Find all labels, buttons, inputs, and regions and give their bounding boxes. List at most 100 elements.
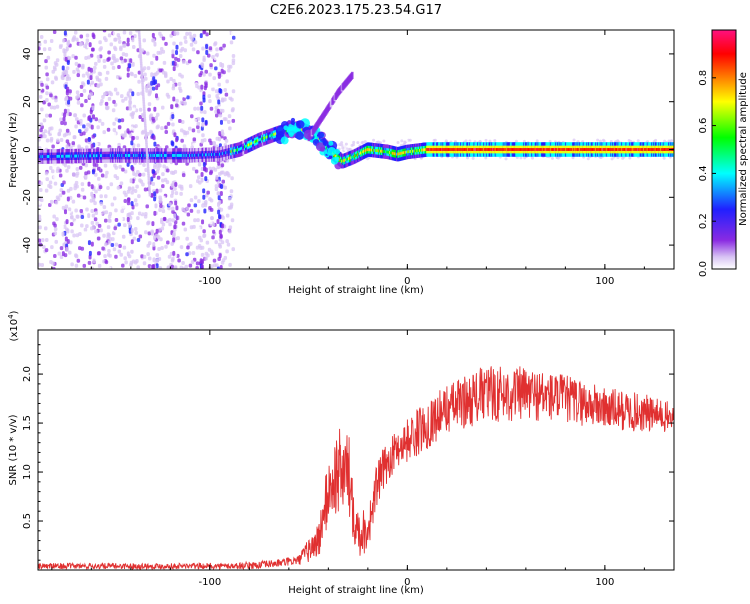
heatmap-cell	[142, 261, 147, 266]
heatmap-cell	[117, 222, 121, 227]
heatmap-cell	[164, 244, 168, 249]
heatmap-cell	[196, 116, 201, 121]
heatmap-cell	[72, 69, 76, 74]
heatmap-cell	[432, 138, 436, 142]
heatmap-cell	[550, 156, 554, 160]
heatmap-cell	[155, 258, 159, 263]
heatmap-cell	[91, 134, 96, 139]
heatmap-cell	[408, 138, 412, 142]
heatmap-cell	[67, 39, 71, 45]
heatmap-cell	[224, 92, 229, 97]
heatmap-cell	[212, 229, 216, 234]
heatmap-cell	[96, 236, 101, 241]
heatmap-cell	[66, 86, 70, 92]
heatmap-cell	[75, 117, 79, 122]
heatmap-cell	[221, 215, 225, 220]
heatmap-cell	[103, 254, 107, 259]
heatmap-cell	[153, 196, 157, 202]
heatmap-cell	[54, 200, 59, 205]
heatmap-cell	[396, 140, 400, 144]
snr-y-label: SNR (10 * v/v)	[8, 414, 19, 485]
heatmap-cell	[39, 181, 43, 186]
heatmap-cell	[126, 161, 130, 167]
heatmap-cell	[158, 195, 162, 200]
heatmap-cell	[208, 197, 212, 202]
heatmap-cell	[78, 246, 82, 251]
heatmap-cell	[58, 128, 62, 133]
heatmap-cell	[169, 76, 173, 81]
heatmap-cell	[70, 229, 74, 234]
heatmap-cell	[174, 56, 178, 61]
heatmap-cell	[152, 257, 156, 263]
heatmap-cell	[228, 262, 232, 267]
heatmap-cell	[40, 206, 44, 211]
heatmap-cell	[183, 227, 188, 232]
heatmap-cell	[219, 233, 223, 239]
heatmap-cell	[327, 147, 337, 156]
heatmap-cell	[219, 119, 223, 125]
heatmap-cell	[145, 51, 150, 56]
heatmap-cell	[131, 91, 135, 97]
heatmap-cell	[171, 49, 175, 55]
heatmap-cell	[208, 171, 213, 176]
heatmap-cell	[145, 145, 148, 149]
heatmap-cell	[219, 207, 224, 212]
heatmap-cell	[186, 245, 190, 250]
heatmap-cell	[64, 95, 68, 101]
heatmap-cell	[94, 211, 99, 216]
heatmap-cell	[170, 241, 174, 246]
heatmap-cell	[65, 46, 69, 52]
heatmap-cell	[195, 245, 200, 250]
heatmap-cell	[136, 143, 141, 148]
heatmap-cell	[145, 204, 149, 209]
heatmap-cell	[173, 31, 177, 37]
heatmap-cell	[209, 249, 214, 254]
heatmap-cell	[149, 113, 154, 118]
heatmap-cell	[181, 59, 186, 64]
heatmap-cell	[132, 45, 136, 50]
heatmap-cell	[119, 73, 124, 78]
heatmap-cell	[164, 125, 168, 130]
heatmap-cell	[44, 237, 49, 242]
heatmap-cell	[61, 231, 65, 237]
heatmap-cell	[45, 77, 50, 82]
heatmap-cell	[351, 71, 354, 79]
heatmap-cell	[662, 156, 666, 160]
heatmap-cell	[102, 233, 106, 238]
heatmap-cell	[138, 33, 141, 37]
heatmap-cell	[69, 222, 74, 227]
heatmap-cell	[94, 142, 99, 147]
heatmap-cell	[636, 139, 640, 143]
heatmap-cell	[77, 144, 81, 149]
heatmap-cell	[155, 253, 160, 258]
heatmap-cell	[76, 69, 81, 74]
heatmap-cell	[144, 230, 148, 235]
heatmap-cell	[231, 107, 235, 112]
heatmap-cell	[200, 171, 204, 177]
heatmap-cell	[166, 79, 170, 84]
heatmap-cell	[160, 217, 164, 222]
colorbar-tick-label: 0.4	[698, 165, 709, 181]
heatmap-cell	[66, 74, 70, 80]
heatmap-cell	[183, 35, 187, 40]
heatmap-cell	[215, 47, 219, 52]
heatmap-cell	[363, 140, 367, 144]
heatmap-cell	[40, 263, 44, 268]
heatmap-cell	[85, 207, 89, 212]
heatmap-cell	[186, 95, 190, 100]
heatmap-cell	[180, 138, 184, 143]
heatmap-cell	[72, 35, 77, 40]
heatmap-cell	[462, 156, 466, 160]
heatmap-cell	[217, 30, 222, 33]
heatmap-cell	[129, 71, 134, 76]
heatmap-cell	[153, 106, 157, 112]
heatmap-cell	[63, 121, 67, 126]
heatmap-cell	[82, 131, 86, 136]
heatmap-cell	[145, 138, 148, 142]
heatmap-cell	[154, 93, 158, 99]
heatmap-cell	[295, 131, 304, 140]
heatmap-cell	[142, 97, 145, 101]
heatmap-cell	[50, 80, 55, 85]
heatmap-cell	[89, 75, 93, 81]
heatmap-cell	[56, 166, 60, 171]
